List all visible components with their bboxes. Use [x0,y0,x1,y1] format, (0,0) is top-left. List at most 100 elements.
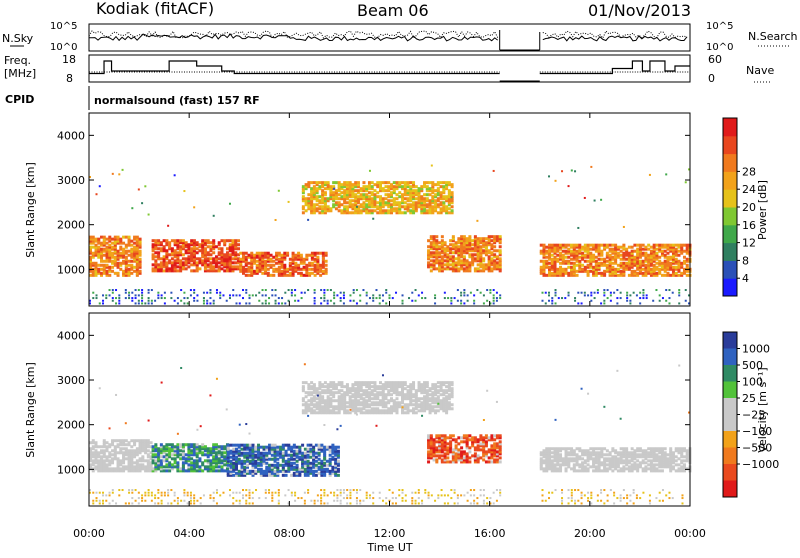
velocity-echo-cell [362,411,365,414]
power-noise-cell [102,294,104,296]
velocity-echo-cell [362,397,365,400]
velocity-echo-cell [103,439,106,442]
velocity-echo-cell [338,381,341,384]
power-echo-cell [316,187,319,190]
power-noise-cell [639,297,641,299]
velocity-echo-cell [243,444,246,447]
power-noise-cell [493,300,495,302]
power-noise-cell [164,302,166,304]
power-sparse-cell [571,169,573,171]
power-colorbar-label: Power [dB] [756,180,769,240]
power-echo-cell [382,181,385,184]
power-noise-cell [603,302,605,304]
power-noise-cell [548,292,550,294]
power-noise-cell [678,292,680,294]
power-noise-cell [499,297,501,299]
power-noise-cell [642,289,644,291]
power-echo-cell [111,252,114,255]
velocity-echo-cell [435,434,438,437]
power-echo-cell [451,183,454,186]
velocity-echo-cell [349,395,352,398]
velocity-echo-cell [304,448,307,451]
velocity-echo-cell [404,387,407,390]
velocity-echo-cell [437,409,440,412]
power-echo-cell [457,237,460,240]
power-noise-cell [450,300,452,302]
velocity-echo-cell [310,397,313,400]
power-sparse-cell [96,193,98,195]
velocity-echo-cell [201,443,204,446]
power-echo-cell [488,235,491,238]
power-colorbar-swatch [723,154,737,172]
velocity-echo-cell [204,453,207,456]
power-noise-cell [388,294,390,296]
power-noise-cell [193,289,195,291]
power-sparse-cell [275,219,277,221]
velocity-echo-cell [293,450,296,453]
power-echo-cell [570,262,573,265]
power-noise-cell [610,294,612,296]
velocity-echo-cell [543,459,546,462]
power-echo-cell [576,250,579,253]
power-noise-cell [385,289,387,291]
power-echo-cell [139,270,142,273]
velocity-echo-cell [185,453,188,456]
power-echo-cell [449,263,452,266]
power-echo-cell [125,236,128,239]
power-sparse-cell [138,188,140,190]
power-echo-cell [307,193,310,196]
velocity-echo-cell [455,444,458,447]
power-noise-cell [281,297,283,299]
power-echo-cell [468,253,471,256]
power-echo-cell [438,251,441,254]
velocity-echo-cell [316,411,319,414]
power-echo-cell [185,241,188,244]
power-echo-cell [401,181,404,184]
power-y-label: Slant Range [km] [24,162,37,258]
power-noise-cell [314,300,316,302]
power-noise-cell [151,300,153,302]
velocity-echo-cell [147,453,150,456]
power-noise-cell [603,292,605,294]
velocity-echo-cell [371,401,374,404]
velocity-echo-cell [316,387,319,390]
power-echo-cell [683,250,686,253]
velocity-echo-cell [351,399,354,402]
power-noise-cell [463,302,465,304]
power-noise-cell [96,294,98,296]
velocity-echo-cell [254,470,257,473]
power-echo-cell [163,255,166,258]
power-echo-cell [338,201,341,204]
power-echo-cell [455,241,458,244]
velocity-echo-cell [193,459,196,462]
power-noise-cell [493,289,495,291]
power-echo-cell [278,252,281,255]
velocity-echo-cell [265,462,268,465]
velocity-echo-cell [144,439,147,442]
velocity-echo-cell [540,451,543,454]
power-echo-cell [267,268,270,271]
power-echo-cell [669,262,672,265]
power-echo-cell [435,267,438,270]
power-echo-cell [598,262,601,265]
power-noise-cell [323,289,325,291]
power-noise-cell [577,292,579,294]
velocity-echo-cell [97,459,100,462]
power-echo-cell [622,244,625,247]
velocity-echo-cell [329,409,332,412]
power-echo-cell [106,264,109,267]
power-echo-cell [272,256,275,259]
power-echo-cell [360,209,363,212]
power-noise-cell [131,300,133,302]
power-echo-cell [130,240,133,243]
power-echo-cell [261,272,264,275]
power-echo-cell [152,243,155,246]
power-echo-cell [218,251,221,254]
velocity-echo-cell [128,441,131,444]
velocity-echo-cell [321,405,324,408]
power-noise-cell [548,300,550,302]
power-echo-cell [303,258,306,261]
velocity-echo-cell [254,454,257,457]
power-echo-cell [398,181,401,184]
power-echo-cell [376,201,379,204]
